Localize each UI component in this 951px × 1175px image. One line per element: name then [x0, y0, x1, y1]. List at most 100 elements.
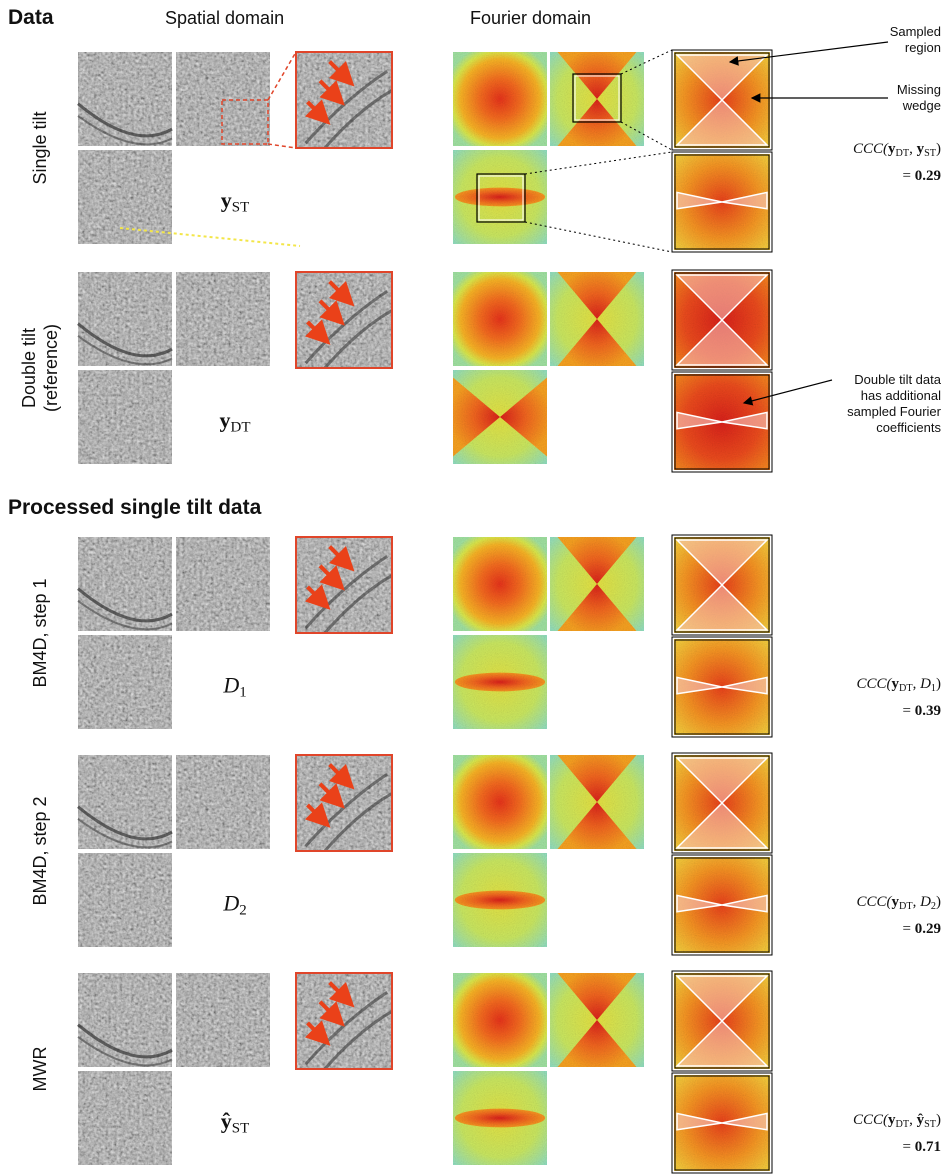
membrane	[304, 772, 389, 848]
spatial-tile	[77, 537, 173, 631]
tile-noise	[550, 755, 644, 849]
arrow	[328, 60, 355, 87]
arrow	[318, 299, 345, 326]
spatial-tile	[78, 853, 172, 947]
selection-box	[221, 99, 269, 145]
math-segment: ST	[924, 1119, 936, 1131]
tile-noise	[453, 272, 547, 366]
membrane	[77, 335, 173, 366]
zoom-frame	[674, 374, 770, 470]
math-segment: 0.39	[914, 703, 941, 720]
zoom-frame	[674, 973, 770, 1069]
math-segment: 0.29	[914, 921, 941, 938]
missing-wedge	[721, 676, 768, 695]
missing-wedge	[675, 54, 769, 102]
spatial-tile	[77, 755, 173, 849]
zoom-frame	[295, 972, 393, 1070]
zoom-frame	[671, 151, 773, 253]
annotation: Double tilt data has additional sampled Fo…	[847, 372, 941, 436]
selection-box	[574, 75, 620, 121]
tile-noise	[176, 272, 270, 366]
math-segment: ŷ	[916, 1112, 925, 1128]
membrane	[304, 69, 389, 145]
row-label: Single tilt	[29, 111, 51, 184]
spatial-tile	[77, 52, 173, 146]
zoom-frame	[295, 271, 393, 369]
tile-noise	[453, 755, 547, 849]
math-segment: ST	[924, 148, 936, 160]
row-label-line: Single tilt	[30, 111, 50, 185]
tile-noise	[78, 635, 172, 729]
membrane	[77, 600, 173, 631]
math-segment: )	[936, 676, 941, 692]
tile-noise	[550, 537, 644, 631]
tile-noise	[453, 853, 547, 947]
missing-wedge	[721, 411, 768, 430]
math-segment: y	[888, 1112, 896, 1128]
membrane	[304, 990, 389, 1066]
annotation-arrow	[742, 379, 833, 406]
math-segment: CCC(	[856, 676, 892, 692]
ccc-expr: CCC(yDT, yST)	[853, 138, 941, 165]
math-segment: D	[920, 894, 931, 910]
membrane	[77, 818, 173, 849]
missing-wedge	[675, 274, 769, 322]
math-segment: =	[902, 168, 915, 185]
annotation-line: coefficients	[876, 420, 941, 435]
membrane	[304, 289, 389, 365]
zoom-frame	[674, 537, 770, 633]
zoom-frame	[674, 755, 770, 851]
ccc-value: = 0.39	[856, 700, 941, 722]
missing-wedge	[676, 191, 723, 210]
missing-wedge	[721, 191, 768, 210]
arrow	[318, 1000, 345, 1027]
zoom-frame	[674, 272, 770, 368]
zoom-frame	[671, 1072, 773, 1174]
zoom-frame	[671, 752, 773, 854]
ccc-value: = 0.71	[853, 1136, 941, 1158]
missing-wedge	[676, 1112, 723, 1131]
membrane	[77, 805, 173, 841]
math-segment: y	[916, 141, 925, 157]
annotation-arrow	[728, 41, 889, 66]
tile-noise	[78, 973, 172, 1067]
tile-noise	[550, 272, 644, 366]
membrane	[323, 89, 393, 149]
membrane	[77, 587, 173, 623]
arrow	[328, 280, 355, 307]
arrow	[328, 545, 355, 572]
ccc-expr: CCC(yDT, D1)	[856, 673, 941, 700]
annotation: Missing wedge	[897, 82, 941, 114]
row-label: MWR	[29, 1047, 51, 1092]
membrane	[323, 574, 393, 634]
arrow	[305, 1020, 331, 1046]
zoom-frame	[671, 854, 773, 956]
symbol: ŷST	[221, 1108, 249, 1137]
spatial-tile	[176, 52, 270, 146]
arrow	[318, 564, 345, 591]
math-segment: ŷ	[220, 1108, 232, 1134]
tile-noise	[78, 150, 172, 244]
annotation-line: has additional	[860, 388, 941, 403]
math-segment: )	[936, 1112, 941, 1128]
membrane	[77, 102, 173, 138]
math-segment: D	[223, 890, 240, 916]
missing-wedge	[675, 539, 769, 587]
connector	[524, 151, 673, 175]
zoom-frame	[295, 51, 393, 149]
math-segment: D	[223, 672, 240, 698]
tile-noise	[176, 973, 270, 1067]
spatial-tile	[176, 755, 270, 849]
tile-noise	[453, 52, 547, 146]
missing-wedge	[675, 98, 769, 146]
spatial-tile	[78, 370, 172, 464]
math-segment: y	[891, 894, 899, 910]
membrane	[323, 792, 393, 852]
missing-wedge	[675, 975, 769, 1023]
zoom-frame	[671, 636, 773, 738]
missing-wedge	[721, 894, 768, 913]
math-segment: 1	[239, 684, 247, 701]
math-segment: 2	[239, 902, 247, 919]
row-label: Double tilt (reference)	[18, 324, 62, 412]
tile-noise	[78, 1071, 172, 1165]
